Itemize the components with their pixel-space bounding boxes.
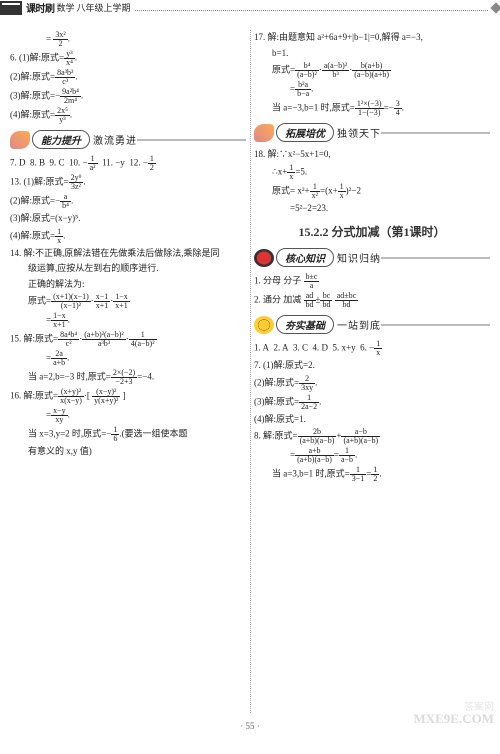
p8-1: 8. 解:原式=2b(a+b)(a−b)+a−b(a+b)(a−b) [254,428,490,445]
column-divider [250,30,251,713]
p14-3: 正确的解法为: [10,278,246,292]
p15-2: =2aa+b. [10,350,246,367]
p13-3: (3)解:原式=(x−y)⁵. [10,212,246,226]
right-column: 17. 解:由题意知 a²+6a+9+|b−1|=0,解得 a=−3, b=1.… [250,29,494,754]
p17-2: b=1. [254,47,490,61]
p16-2: =x−yxy. [10,407,246,424]
p16-1: 16. 解:原式=(x+y)²x(x−y)·[ (x−y)²y(x+y)² ] [10,388,246,405]
p14-5: =1−xx+1. [10,312,246,329]
banner-sub: 一站到底 [337,317,381,332]
p13-4: (4)解:原式=1x. [10,228,246,245]
watermark-url: MXE9E.COM [413,711,494,727]
p7-2: (2)解:原式=23xy. [254,375,490,392]
row1-6: 1. A 2. A 3. C 4. D 5. x+y 6. −1x [254,340,490,357]
grade: 八年级上学期 [77,1,131,14]
banner-sub: 独领天下 [337,125,381,140]
banner-line [381,132,490,134]
p17-4: =b²ab−a. [254,81,490,98]
section-title: 15.2.2 分式加减（第1课时） [254,223,490,240]
banner-title: 夯实基础 [276,315,334,334]
ladybug-icon [254,249,274,267]
butterfly-icon [10,131,30,149]
p13-2: (2)解:原式=−ab⁴. [10,193,246,210]
p17-1: 17. 解:由题意知 a²+6a+9+|b−1|=0,解得 a=−3, [254,31,490,45]
bee-icon [254,316,274,334]
banner-line [381,257,490,259]
p7-3: (3)解:原式=12a−2. [254,394,490,411]
banner-line [137,139,246,141]
banner-base: 夯实基础 一站到底 [254,315,490,334]
banner-sub: 激流勇进 [93,132,137,147]
p7-1: 7. (1)解:原式=2. [254,359,490,373]
p8-2: =a+b(a+b)(a−b)=1a−b. [254,447,490,464]
k2: 2. 通分 加减 adbd±bcbd ad±bcbd [254,292,490,309]
banner-title: 拓展培优 [276,123,334,142]
banner-title: 核心知识 [276,248,334,267]
p6-4: (4)解:原式=2x⁵y³. [10,107,246,124]
brand: 课时刷 [26,0,55,15]
p15-1: 15. 解:原式=8a⁴b⁴c²·(a+b)²(a−b)²a³b³·14(a−b… [10,331,246,348]
k1: 1. 分母 分子 b±ca [254,273,490,290]
row7-12: 7. D 8. B 9. C 10. −1a² 11. −y 12. −12 [10,155,246,172]
banner-ability: 能力提升 激流勇进 [10,130,246,149]
p6-1: 6. (1)解:原式=y³x⁴. [10,50,246,67]
p18-1: 18. 解:∵x²−5x+1=0, [254,148,490,162]
p16-4: 有意义的 x,y 值) [10,445,246,459]
p15-3: 当 a=2,b=−3 时,原式=2×(−2)−2+3=−4. [10,369,246,386]
p18-4: =5²−2=23. [254,202,490,216]
banner-core: 核心知识 知识归纳 [254,248,490,267]
header-dots [135,5,488,11]
p6-2: (2)解:原式=8a³b³c³. [10,69,246,86]
p13-1: 13. (1)解:原式=2y⁹3z². [10,174,246,191]
banner-title: 能力提升 [32,130,90,149]
page-header: 课时刷 数学 八年级上学期 [0,0,500,15]
banner-sub: 知识归纳 [337,250,381,265]
p17-5: 当 a=−3,b=1 时,原式=1²×(−3)1−(−3)=−34. [254,100,490,117]
p8-3: 当 a=3,b=1 时,原式=13−1=12. [254,466,490,483]
diamond-icon [490,2,500,13]
book-icon [0,1,22,15]
p14-2: 级运算,应按从左到右的顺序进行. [10,262,246,276]
p14-4: 原式=(x+1)(x−1)(x−1)²·x−1x+1·1−xx+1 [10,293,246,310]
butterfly-icon [254,124,274,142]
p7-4: (4)解:原式=1. [254,413,490,427]
p17-3: 原式=b⁴(a−b)²·a(a−b)²b³·b(a+b)(a−b)(a+b) [254,62,490,79]
p14-1: 14. 解:不正确,原解法错在先做乘法后做除法,乘除是同 [10,247,246,261]
p6-3: (3)解:原式=−9a²b⁴2m⁴. [10,88,246,105]
eq0: = 3x²2. [10,31,246,48]
p18-3: 原式= x²+1x²=(x+1x)²−2 [254,183,490,200]
banner-line [381,324,490,326]
p18-2: ∴x+1x=5. [254,164,490,181]
subject: 数学 [57,1,75,14]
p16-3: 当 x=3,y=2 时,原式=−16.(要选一组使本题 [10,426,246,443]
left-column: = 3x²2. 6. (1)解:原式=y³x⁴. (2)解:原式=8a³b³c³… [6,29,250,754]
banner-extend: 拓展培优 独领天下 [254,123,490,142]
